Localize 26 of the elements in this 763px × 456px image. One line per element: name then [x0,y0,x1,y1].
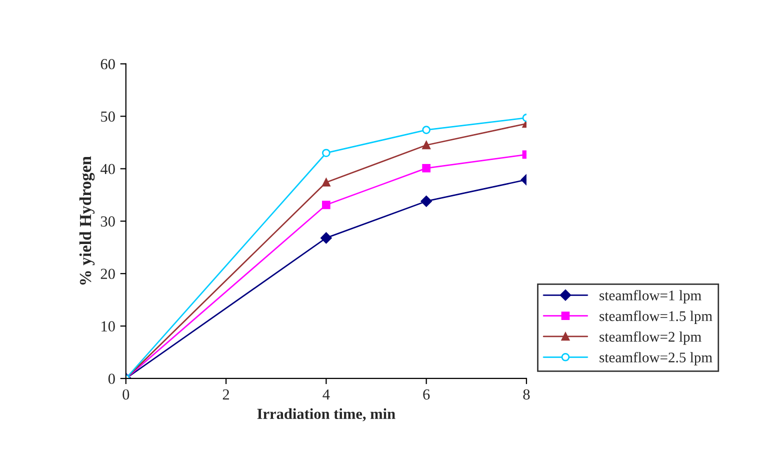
x-axis-title: Irradiation time, min [257,408,396,422]
x-tick-label: 2 [222,389,230,400]
x-tick-label: 4 [322,389,330,400]
point [320,232,332,244]
point [322,148,330,158]
point [422,140,430,150]
y-tick-label: 40 [100,164,115,174]
point [322,178,330,187]
y-tick-label: 60 [100,58,115,70]
y-tick-label: 30 [100,216,115,227]
x-tick-label: 0 [122,389,130,400]
legend-label: steamflow=2 lpm [600,331,702,345]
x-tick-label: 8 [523,389,530,400]
point [322,200,330,210]
legend-label: steamflow=2.5 lpm [600,352,712,366]
y-tick-label: 0 [108,374,115,384]
y-tick-label: 10 [102,321,115,332]
y-tick-label: 20 [100,268,115,280]
y-axis-title: % yield Hydrogen [79,156,95,285]
point [422,126,430,134]
legend-label: steamflow=1 lpm [600,290,702,304]
legend-label: steamflow=1.5 lpm [600,310,712,324]
point [420,196,432,207]
y-tick-label: 50 [101,111,115,122]
point [422,164,430,172]
x-tick-label: 6 [423,389,430,400]
